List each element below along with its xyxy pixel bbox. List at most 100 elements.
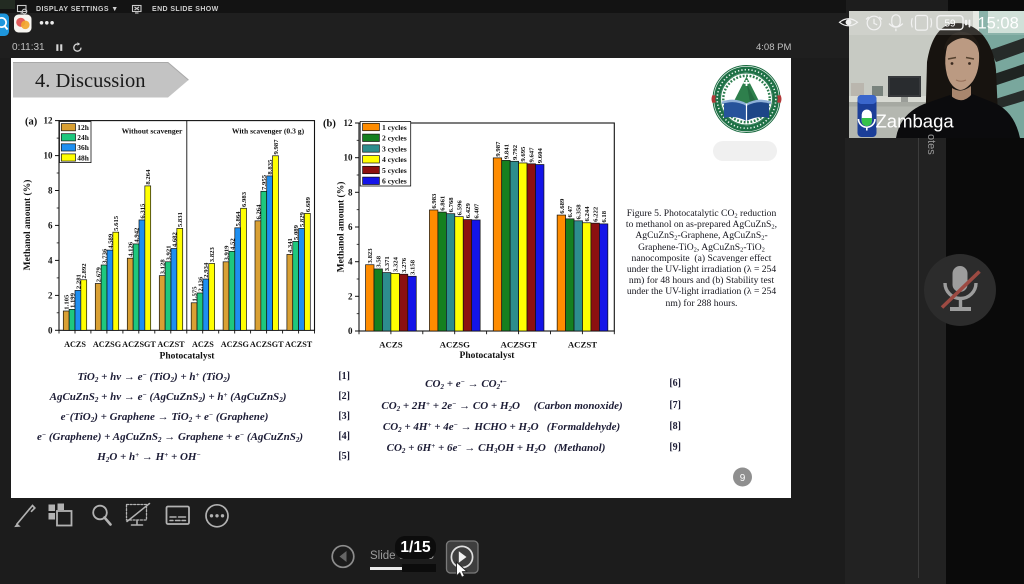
- svg-text:48h: 48h: [77, 153, 89, 162]
- svg-text:0: 0: [48, 325, 53, 335]
- svg-text:(b): (b): [323, 119, 336, 130]
- svg-text:6.18: 6.18: [601, 210, 608, 222]
- svg-text:ACZS: ACZS: [379, 340, 403, 350]
- svg-text:9.647: 9.647: [529, 147, 536, 163]
- svg-text:ACZSG: ACZSG: [93, 340, 122, 349]
- svg-text:3.158: 3.158: [409, 259, 416, 275]
- svg-text:2.934: 2.934: [203, 262, 210, 278]
- svg-text:24h: 24h: [77, 133, 89, 142]
- svg-text:2.892: 2.892: [81, 263, 88, 279]
- svg-text:ACZST: ACZST: [285, 340, 313, 349]
- svg-text:ACZSG: ACZSG: [440, 340, 470, 350]
- svg-text:10: 10: [44, 151, 54, 161]
- svg-text:4.52: 4.52: [229, 238, 236, 250]
- svg-text:6.689: 6.689: [559, 198, 566, 214]
- svg-text:3.371: 3.371: [384, 256, 391, 271]
- svg-text:10: 10: [344, 153, 354, 163]
- svg-text:6.244: 6.244: [584, 206, 591, 222]
- svg-text:4: 4: [348, 257, 353, 267]
- svg-text:2: 2: [348, 291, 353, 301]
- svg-text:4.942: 4.942: [133, 227, 140, 243]
- svg-text:3.919: 3.919: [223, 245, 230, 261]
- svg-text:ACZSGT: ACZSGT: [501, 340, 537, 350]
- svg-text:4: 4: [48, 255, 53, 265]
- svg-text:3.736: 3.736: [101, 248, 108, 264]
- svg-text:9.841: 9.841: [503, 144, 510, 159]
- svg-text:1.199: 1.199: [69, 292, 76, 308]
- svg-text:1 cycles: 1 cycles: [382, 123, 407, 132]
- svg-text:6.689: 6.689: [305, 196, 312, 212]
- svg-text:5.864: 5.864: [235, 211, 242, 227]
- svg-text:6.596: 6.596: [456, 200, 463, 216]
- svg-text:8: 8: [348, 187, 353, 197]
- svg-text:9.604: 9.604: [537, 148, 544, 164]
- svg-text:9.695: 9.695: [520, 146, 527, 162]
- svg-text:3.823: 3.823: [209, 246, 216, 262]
- svg-text:9.987: 9.987: [273, 139, 280, 155]
- svg-text:9.792: 9.792: [512, 144, 519, 160]
- svg-text:4.682: 4.682: [171, 231, 178, 247]
- svg-text:12: 12: [44, 116, 54, 126]
- svg-text:3.921: 3.921: [165, 245, 172, 260]
- svg-text:5 cycles: 5 cycles: [382, 166, 407, 175]
- svg-text:6.222: 6.222: [593, 206, 600, 222]
- svg-text:2.136: 2.136: [197, 276, 204, 292]
- svg-text:9: 9: [740, 473, 746, 484]
- svg-text:4.126: 4.126: [128, 241, 135, 257]
- svg-text:4.341: 4.341: [287, 238, 294, 253]
- svg-text:6.768: 6.768: [448, 197, 455, 213]
- svg-text:6.429: 6.429: [465, 203, 472, 219]
- svg-text:6.315: 6.315: [139, 203, 146, 219]
- svg-text:12h: 12h: [77, 123, 89, 132]
- svg-text:2 cycles: 2 cycles: [382, 134, 407, 143]
- svg-text:ACZS: ACZS: [192, 340, 214, 349]
- svg-text:ACZSGT: ACZSGT: [122, 340, 156, 349]
- svg-text:3.276: 3.276: [401, 257, 408, 273]
- svg-text:6.861: 6.861: [440, 196, 447, 211]
- svg-text:Photocatalyst: Photocatalyst: [160, 352, 216, 362]
- svg-text:3.128: 3.128: [160, 259, 167, 275]
- svg-text:5.829: 5.829: [299, 211, 306, 227]
- svg-text:Methanol amount (%): Methanol amount (%): [336, 182, 347, 273]
- svg-text:4 cycles: 4 cycles: [382, 155, 407, 164]
- svg-text:6.983: 6.983: [431, 193, 438, 209]
- svg-text:6.47: 6.47: [567, 205, 574, 217]
- svg-text:1.105: 1.105: [64, 294, 71, 310]
- svg-text:3 cycles: 3 cycles: [382, 144, 407, 153]
- svg-text:Methanol amount (%): Methanol amount (%): [22, 180, 33, 271]
- svg-text:ACZST: ACZST: [157, 340, 185, 349]
- svg-text:3.324: 3.324: [393, 256, 400, 272]
- svg-text:ACZSGT: ACZSGT: [250, 340, 284, 349]
- svg-text:12: 12: [344, 118, 354, 128]
- svg-text:6: 6: [348, 222, 353, 232]
- svg-text:2.679: 2.679: [96, 266, 103, 282]
- svg-text:15:08: 15:08: [978, 15, 1019, 33]
- svg-text:Zambaga: Zambaga: [876, 111, 955, 132]
- svg-text:0: 0: [348, 326, 353, 336]
- svg-text:2.281: 2.281: [75, 274, 82, 289]
- svg-text:2: 2: [48, 290, 53, 300]
- svg-text:8: 8: [48, 186, 53, 196]
- svg-text:With scavenger (0.3 g): With scavenger (0.3 g): [232, 127, 305, 136]
- svg-text:ACZST: ACZST: [568, 340, 597, 350]
- svg-text:(a): (a): [25, 117, 38, 128]
- svg-text:59: 59: [944, 18, 956, 29]
- svg-text:1 9 9 1: 1 9 9 1: [740, 125, 753, 130]
- svg-text:6 cycles: 6 cycles: [382, 177, 407, 186]
- svg-text:3.823: 3.823: [367, 248, 374, 264]
- svg-text:6.407: 6.407: [473, 203, 480, 219]
- svg-text:36h: 36h: [77, 143, 89, 152]
- svg-text:Without scavenger: Without scavenger: [122, 127, 183, 136]
- svg-text:6.358: 6.358: [576, 204, 583, 220]
- svg-text:8.264: 8.264: [145, 169, 152, 185]
- svg-text:9.987: 9.987: [495, 141, 502, 157]
- svg-text:6.264: 6.264: [255, 204, 262, 220]
- svg-text:5.089: 5.089: [293, 224, 300, 240]
- svg-text:1.575: 1.575: [192, 286, 199, 302]
- svg-text:5.831: 5.831: [177, 212, 184, 227]
- svg-text:3.58: 3.58: [376, 255, 383, 267]
- svg-text:ACZSG: ACZSG: [221, 340, 250, 349]
- svg-text:ACZS: ACZS: [64, 340, 86, 349]
- svg-text:4.589: 4.589: [107, 233, 114, 249]
- svg-text:6.983: 6.983: [241, 191, 248, 207]
